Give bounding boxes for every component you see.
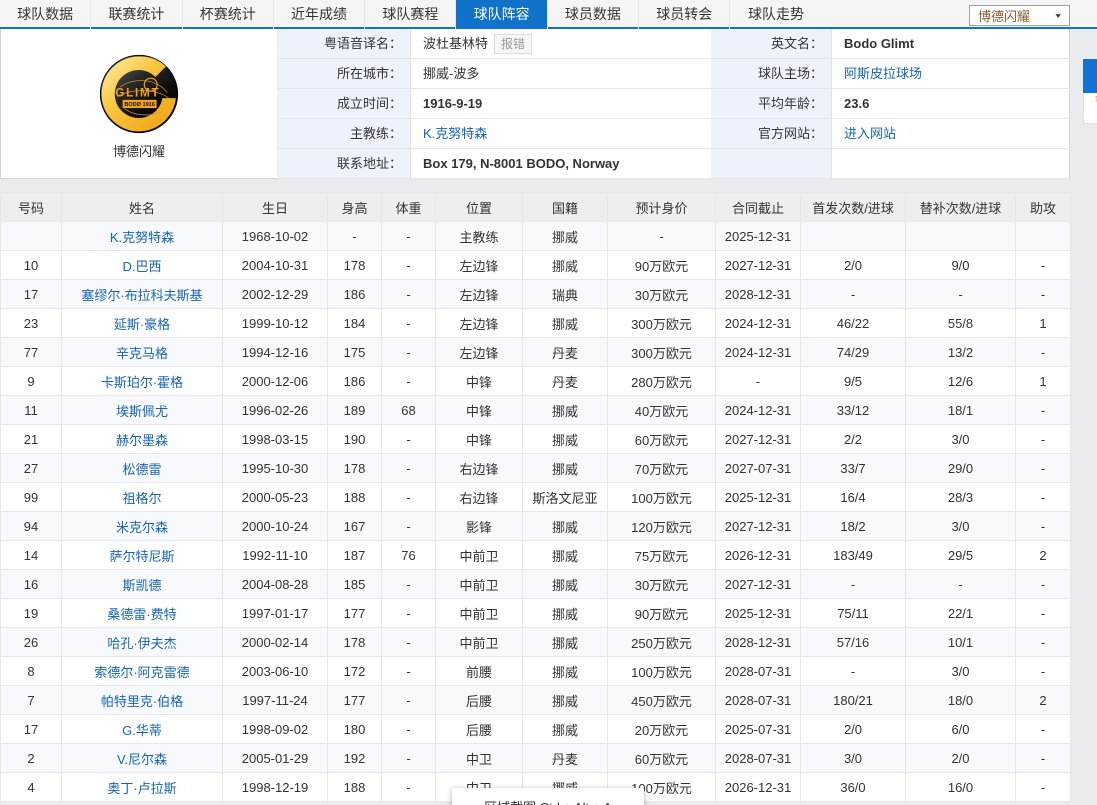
svg-text:GLIMT: GLIMT <box>115 86 160 99</box>
svg-text:BODØ 1916: BODØ 1916 <box>124 102 155 108</box>
